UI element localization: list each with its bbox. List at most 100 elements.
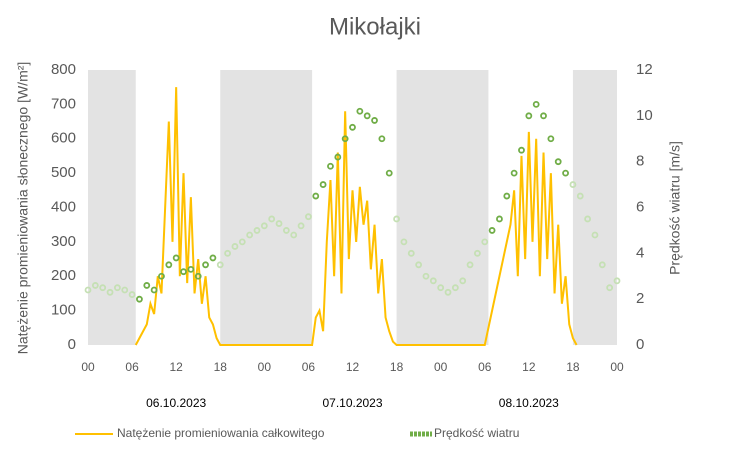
wind-point bbox=[576, 192, 584, 200]
wind-point bbox=[209, 254, 217, 262]
x-tick-label: 12 bbox=[346, 360, 360, 374]
wind-point bbox=[275, 220, 283, 227]
wind-point bbox=[488, 227, 496, 234]
wind-point bbox=[282, 227, 290, 234]
wind-point bbox=[290, 231, 298, 239]
wind-point bbox=[400, 238, 408, 246]
wind-point bbox=[496, 215, 503, 223]
wind-point bbox=[231, 243, 239, 250]
wind-point bbox=[121, 286, 129, 294]
wind-point bbox=[407, 249, 415, 257]
wind-point bbox=[224, 249, 231, 257]
y-axis-title: Natężenie promieniowania słonecznego [W/… bbox=[15, 62, 31, 355]
x-tick-label: 00 bbox=[610, 360, 624, 374]
wind-point bbox=[466, 261, 474, 269]
wind-point bbox=[91, 282, 99, 289]
wind-point bbox=[474, 249, 481, 257]
wind-point bbox=[393, 215, 400, 223]
wind-point bbox=[327, 162, 334, 170]
y2-tick-label: 4 bbox=[636, 244, 644, 261]
wind-point bbox=[510, 169, 518, 177]
y2-tick-label: 6 bbox=[636, 198, 644, 215]
wind-point bbox=[158, 272, 165, 280]
y-tick-label: 500 bbox=[51, 164, 76, 181]
x-tick-label: 06 bbox=[125, 360, 139, 374]
wind-point bbox=[606, 284, 614, 292]
date-label: 07.10.2023 bbox=[322, 396, 382, 410]
y2-tick-label: 8 bbox=[636, 153, 644, 170]
night-band bbox=[396, 70, 489, 345]
wind-point bbox=[128, 291, 136, 298]
y2-tick-label: 12 bbox=[636, 61, 653, 78]
wind-point bbox=[194, 272, 202, 280]
wind-point bbox=[172, 254, 180, 262]
wind-point bbox=[532, 100, 540, 108]
wind-point bbox=[481, 238, 489, 246]
wind-point bbox=[562, 169, 569, 177]
y-tick-label: 800 bbox=[51, 61, 76, 78]
wind-point bbox=[106, 288, 114, 296]
x-tick-label: 12 bbox=[522, 360, 536, 374]
y2-axis-title: Prędkość wiatru [m/s] bbox=[667, 141, 683, 275]
wind-point bbox=[422, 272, 430, 280]
wind-point bbox=[305, 213, 312, 221]
wind-point bbox=[180, 268, 187, 276]
night-band bbox=[88, 70, 136, 345]
wind-point bbox=[334, 153, 342, 161]
x-tick-label: 18 bbox=[390, 360, 404, 374]
x-tick-label: 18 bbox=[214, 360, 228, 374]
wind-point bbox=[569, 181, 577, 188]
wind-point bbox=[143, 282, 151, 289]
x-tick-label: 12 bbox=[169, 360, 183, 374]
y-tick-label: 700 bbox=[51, 95, 76, 112]
wind-point bbox=[437, 284, 445, 292]
wind-point bbox=[341, 135, 349, 143]
y2-tick-label: 0 bbox=[636, 336, 644, 353]
wind-point bbox=[312, 192, 320, 200]
y2-tick-label: 2 bbox=[636, 290, 644, 307]
wind-point bbox=[503, 192, 511, 200]
y-tick-label: 200 bbox=[51, 267, 76, 284]
wind-point bbox=[216, 261, 224, 269]
wind-point bbox=[113, 284, 121, 292]
wind-point bbox=[444, 288, 452, 296]
wind-point bbox=[253, 227, 261, 234]
date-label: 08.10.2023 bbox=[499, 396, 559, 410]
y-tick-label: 600 bbox=[51, 130, 76, 147]
y-tick-label: 0 bbox=[68, 336, 76, 353]
wind-point bbox=[165, 261, 173, 269]
wind-point bbox=[297, 222, 305, 230]
wind-point bbox=[451, 284, 459, 292]
wind-point bbox=[613, 277, 621, 285]
wind-point bbox=[554, 158, 562, 166]
y2-tick-label: 10 bbox=[636, 107, 653, 124]
wind-point bbox=[598, 261, 606, 269]
solar-line bbox=[134, 87, 578, 346]
wind-point bbox=[459, 277, 467, 285]
x-tick-label: 00 bbox=[81, 360, 95, 374]
wind-point bbox=[363, 112, 371, 120]
wind-point bbox=[238, 238, 246, 246]
wind-point bbox=[268, 215, 276, 223]
x-tick-label: 00 bbox=[258, 360, 272, 374]
wind-point bbox=[547, 135, 555, 143]
night-band bbox=[572, 70, 617, 345]
wind-point bbox=[356, 107, 364, 115]
chart-title: Mikołajki bbox=[329, 13, 421, 40]
wind-point bbox=[349, 123, 356, 131]
wind-point bbox=[540, 112, 547, 120]
wind-point bbox=[584, 215, 592, 223]
legend-label: Prędkość wiatru bbox=[434, 426, 519, 440]
x-tick-label: 06 bbox=[478, 360, 492, 374]
x-tick-label: 06 bbox=[302, 360, 316, 374]
wind-point bbox=[518, 146, 525, 154]
wind-point bbox=[150, 286, 158, 294]
wind-point bbox=[246, 231, 254, 239]
wind-point bbox=[525, 112, 533, 120]
wind-point bbox=[429, 277, 437, 285]
date-label: 06.10.2023 bbox=[146, 396, 206, 410]
y-tick-label: 300 bbox=[51, 233, 76, 250]
wind-point bbox=[591, 231, 599, 239]
wind-point bbox=[371, 117, 378, 124]
